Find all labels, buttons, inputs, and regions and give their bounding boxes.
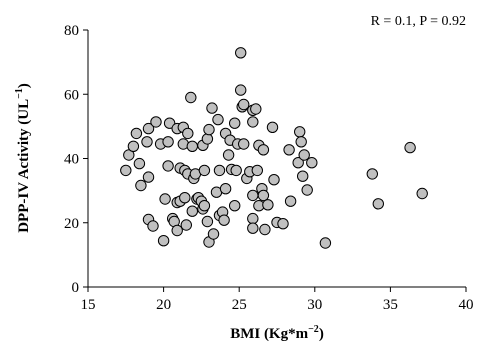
- data-point: [157, 235, 170, 247]
- data-point: [294, 126, 306, 138]
- y-tick-label: 80: [64, 23, 79, 39]
- data-point: [123, 149, 135, 161]
- y-axis-title-main: DPP-IV Activity (UL: [16, 99, 32, 233]
- data-point: [292, 157, 304, 169]
- data-point: [277, 218, 289, 230]
- data-point: [247, 212, 259, 225]
- x-axis-title-main: BMI (Kg*m: [230, 326, 308, 342]
- data-point: [238, 98, 250, 111]
- y-axis-title: DPP-IV Activity (UL−1): [14, 83, 32, 233]
- y-axis-title-superscript: −1: [14, 88, 25, 99]
- data-point: [251, 164, 263, 177]
- data-point: [213, 164, 226, 177]
- data-point: [212, 113, 224, 126]
- data-point: [186, 205, 199, 217]
- data-point: [219, 183, 232, 195]
- data-point: [171, 224, 183, 237]
- data-point: [230, 164, 242, 177]
- data-point: [135, 179, 147, 192]
- x-tick-label: 20: [156, 297, 171, 313]
- y-axis-title-close: ): [16, 83, 32, 88]
- data-point: [404, 141, 416, 154]
- data-point: [150, 116, 162, 128]
- y-tick-label: 0: [72, 280, 80, 296]
- y-tick-label: 60: [64, 87, 79, 103]
- data-point: [180, 219, 193, 231]
- data-point: [162, 136, 174, 148]
- data-point: [218, 214, 230, 226]
- data-point: [229, 117, 241, 129]
- data-point: [120, 164, 132, 177]
- x-tick-label: 40: [459, 297, 474, 313]
- data-point: [284, 195, 297, 207]
- plot-axes: [87, 30, 466, 288]
- data-point: [130, 127, 143, 140]
- y-tick-label: 20: [64, 216, 79, 232]
- data-point: [306, 157, 318, 169]
- data-point: [301, 184, 313, 196]
- data-point: [319, 237, 332, 249]
- data-point: [257, 144, 270, 156]
- data-point: [250, 103, 262, 115]
- data-point: [201, 215, 214, 228]
- data-point: [201, 133, 214, 145]
- data-point: [257, 189, 270, 202]
- data-point: [247, 116, 259, 128]
- y-ticks: 0 20 40 60 80: [64, 23, 88, 296]
- data-point: [198, 164, 211, 177]
- data-point: [298, 149, 310, 161]
- data-point: [222, 149, 235, 161]
- x-tick-label: 30: [307, 297, 322, 313]
- data-point: [141, 136, 153, 148]
- x-axis-title: BMI (Kg*m−2): [230, 324, 324, 342]
- data-point: [295, 136, 307, 148]
- y-tick-label: 40: [64, 152, 79, 168]
- data-point: [247, 222, 259, 234]
- data-point: [262, 199, 274, 211]
- data-point: [133, 157, 146, 170]
- data-point: [366, 168, 378, 180]
- data-point: [142, 171, 155, 183]
- data-point: [182, 127, 194, 140]
- data-point: [297, 170, 309, 182]
- data-point: [186, 140, 199, 153]
- data-point: [206, 102, 218, 114]
- data-point: [163, 117, 176, 129]
- data-point: [416, 187, 428, 200]
- data-point: [162, 160, 174, 172]
- data-point: [238, 138, 250, 150]
- data-point: [127, 140, 140, 153]
- data-point: [247, 189, 259, 202]
- data-point: [147, 220, 159, 232]
- x-axis-title-superscript: −2: [308, 324, 319, 335]
- x-ticks: 15 20 25 30 35 40: [81, 287, 474, 313]
- data-point: [198, 200, 211, 212]
- data-point: [266, 121, 279, 134]
- data-point: [159, 193, 171, 205]
- data-point: [235, 47, 247, 59]
- correlation-annotation: R = 0.1, P = 0.92: [371, 14, 466, 29]
- data-points: [120, 47, 428, 249]
- data-point: [259, 223, 271, 236]
- data-point: [142, 122, 155, 135]
- data-point: [372, 198, 384, 210]
- x-tick-label: 25: [232, 297, 247, 313]
- x-tick-label: 35: [383, 297, 398, 313]
- data-point: [203, 123, 215, 136]
- data-point: [229, 200, 241, 212]
- data-point: [207, 228, 220, 240]
- data-point: [268, 174, 280, 186]
- data-point: [235, 84, 247, 96]
- x-axis-title-close: ): [319, 326, 324, 342]
- data-point: [179, 192, 191, 204]
- data-point: [283, 144, 295, 156]
- x-tick-label: 15: [81, 297, 96, 313]
- data-point: [185, 91, 197, 104]
